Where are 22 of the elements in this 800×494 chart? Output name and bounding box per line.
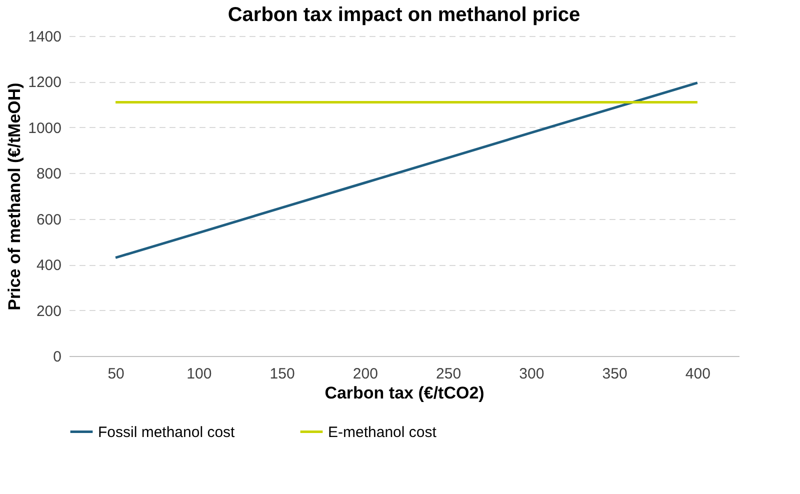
x-tick-label: 50 [108,366,124,382]
x-tick-label: 100 [186,366,212,382]
chart-title: Carbon tax impact on methanol price [228,4,580,26]
y-tick-label: 0 [53,348,62,366]
y-tick-label: 1000 [28,120,62,137]
legend-label: E-methanol cost [328,424,438,441]
y-tick-label: 1200 [28,74,62,92]
x-tick-label: 350 [602,366,628,382]
x-tick-label: 300 [519,366,544,382]
x-axis-title: Carbon tax (€/tCO2) [324,384,484,402]
x-tick-label: 200 [352,366,378,382]
legend-label: Fossil methanol cost [98,424,236,441]
y-tick-label: 400 [36,257,62,274]
y-axis-title: Price of methanol (€/tMeOH) [5,82,24,310]
y-tick-label: 1400 [28,28,62,46]
y-tick-label: 200 [36,302,62,320]
line-series [114,82,699,259]
x-tick-label: 250 [436,366,462,382]
y-tick-label: 800 [36,166,62,183]
x-tick-label: 150 [270,366,295,382]
x-tick-label: 400 [685,366,710,382]
y-tick-label: 600 [36,211,62,228]
